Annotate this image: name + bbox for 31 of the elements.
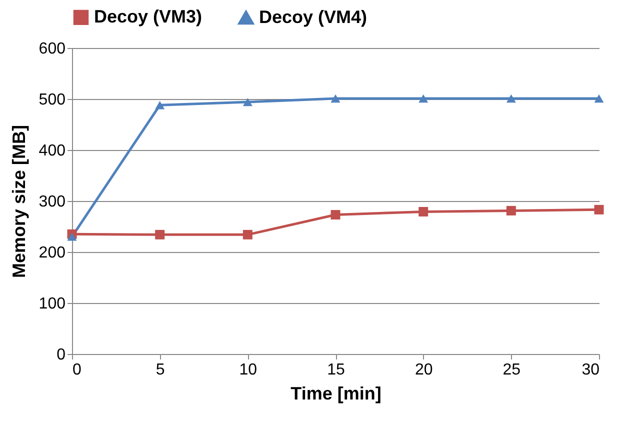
y-tick-label: 300 [38,194,66,210]
x-tick-label: 5 [156,362,165,378]
y-tick-label: 200 [38,244,66,262]
y-tick-label: 400 [38,142,66,160]
point [155,230,165,240]
point [330,94,340,103]
point [155,101,165,110]
x-tick-label: 25 [502,362,521,378]
x-tick-label: 10 [239,362,258,378]
x-tick-label: 30 [582,362,600,378]
y-tick-label: 0 [56,346,66,364]
y-tick-label: 100 [38,296,66,312]
point [594,94,604,103]
point [594,204,604,214]
y-tick-label: 600 [38,40,66,58]
x-tick-label: 0 [72,362,82,378]
y-axis-title: Memory size [MB] [8,124,29,278]
x-axis-title: Time [min] [290,384,382,404]
point [242,98,252,106]
legend-label: Decoy (VM3) [94,6,202,26]
x-tick-label: 15 [327,362,345,378]
point [418,206,428,216]
point [506,206,516,216]
y-tick-label: 500 [38,92,66,108]
point [67,232,77,241]
x-tick-label: 20 [414,362,433,378]
point [418,94,428,103]
point [506,94,516,103]
point [330,210,340,220]
point [242,230,252,240]
legend-label: Decoy (VM4) [259,6,368,27]
